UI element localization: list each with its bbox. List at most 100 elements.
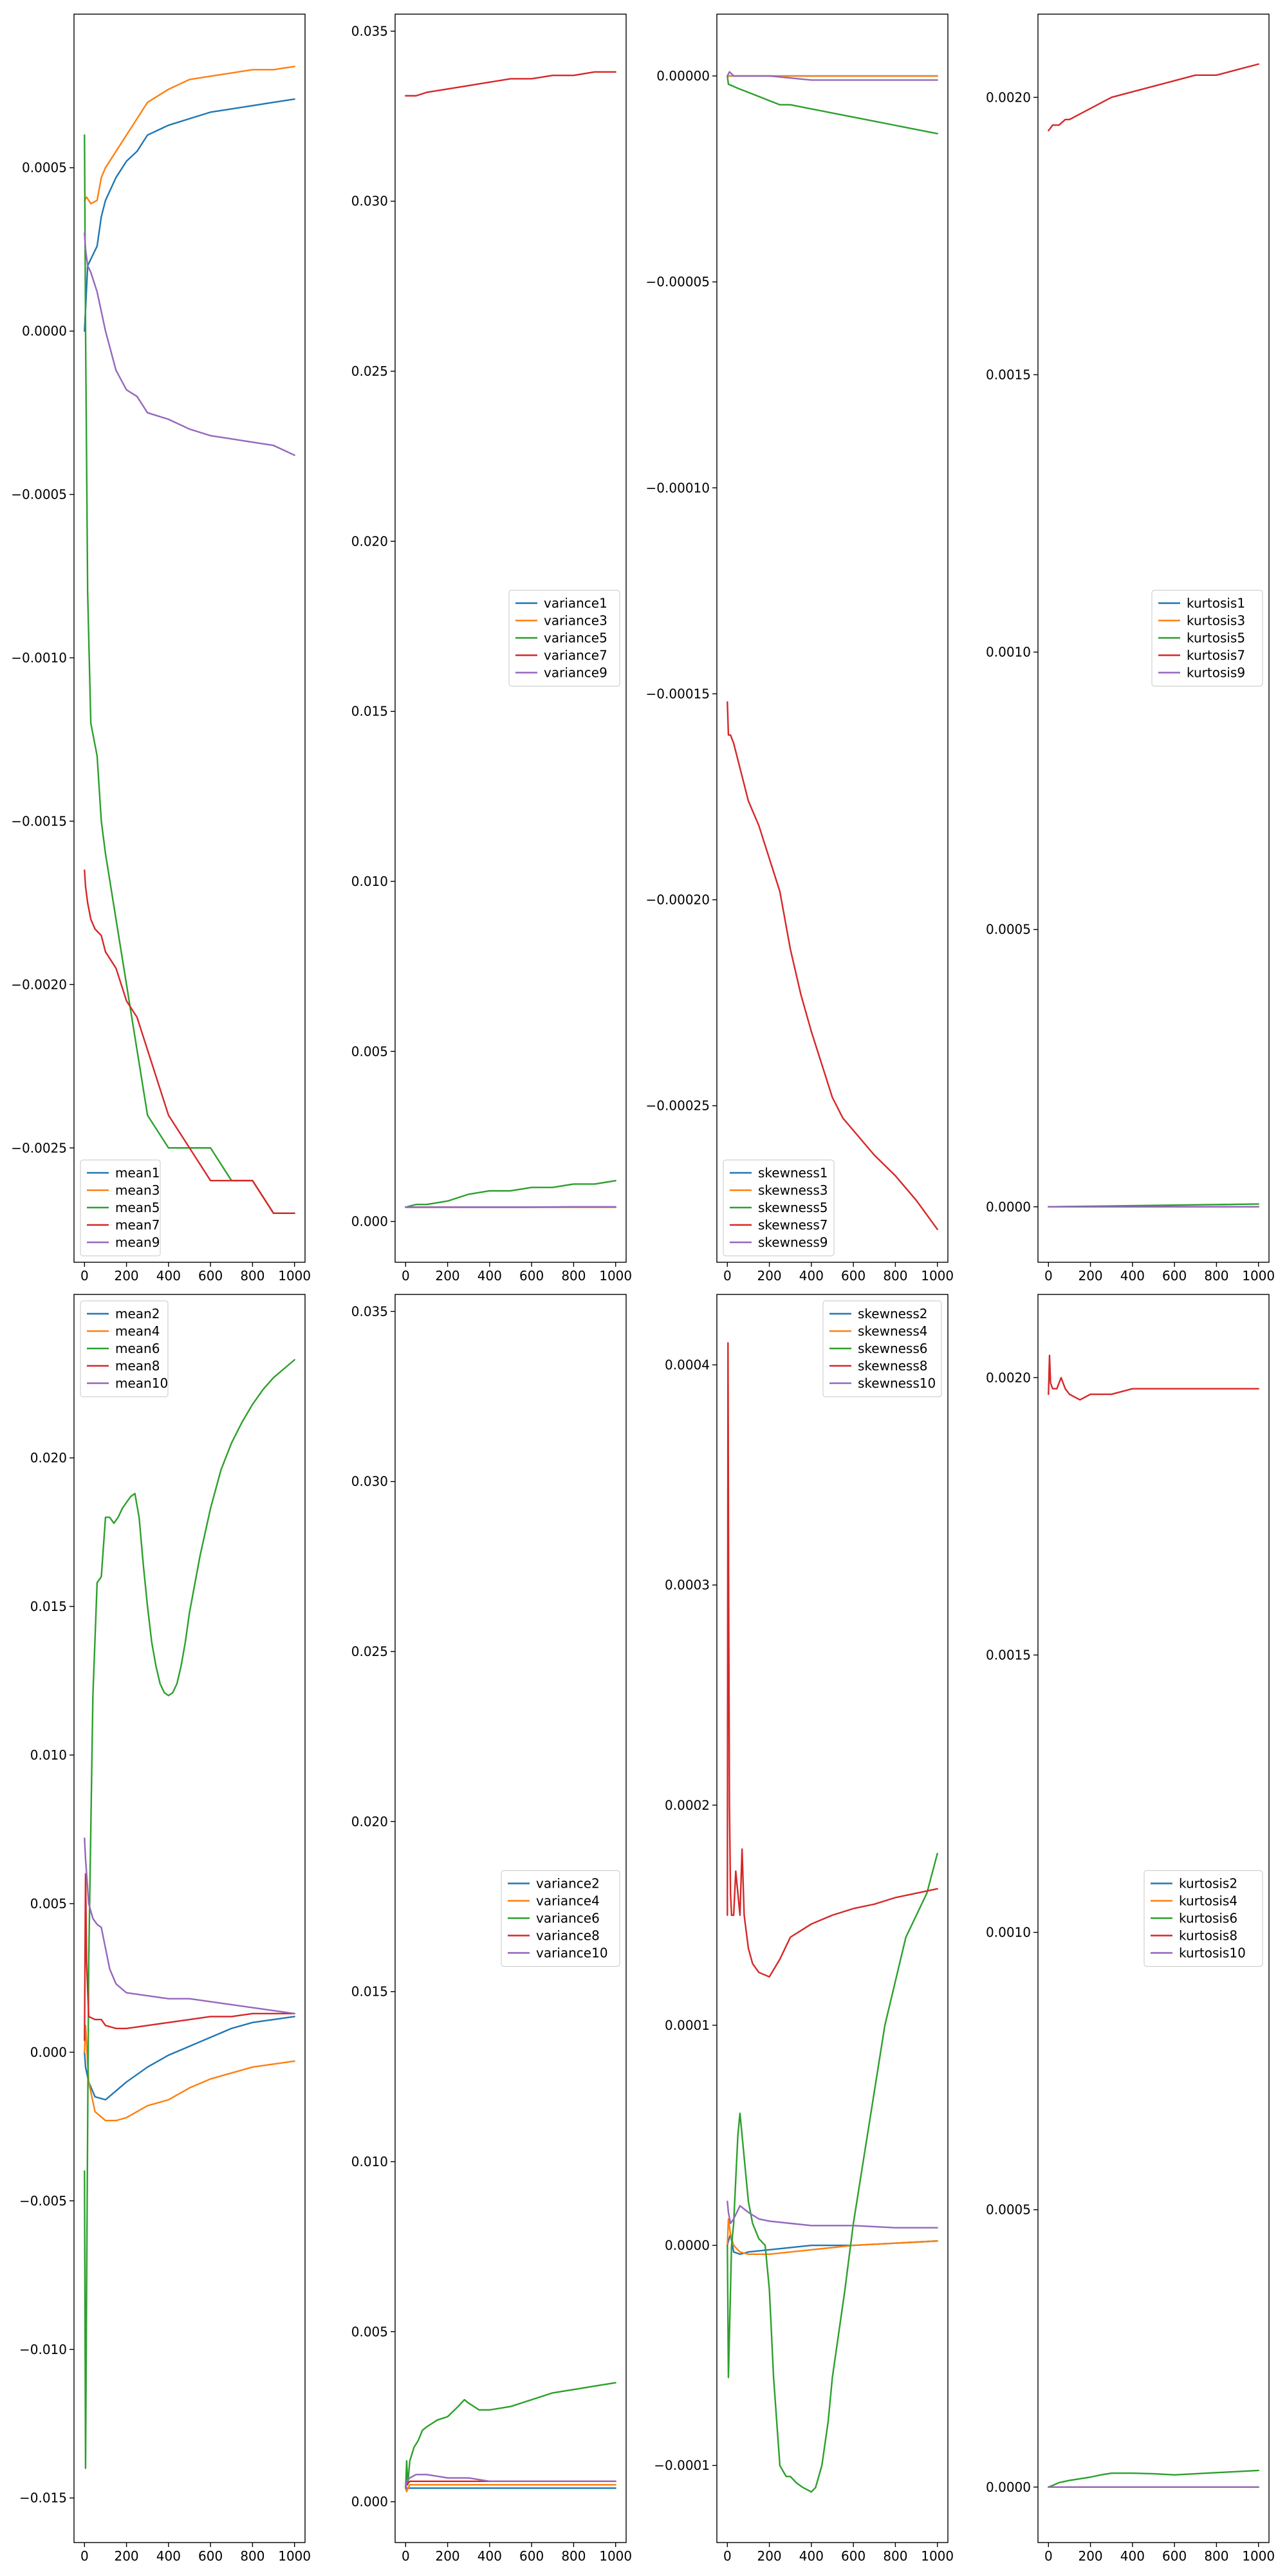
legend-label-kurtosis10: kurtosis10 [1179, 1946, 1246, 1961]
y-tick-label: −0.00020 [646, 892, 710, 908]
x-tick-label: 800 [883, 2548, 907, 2564]
axes-frame [716, 1294, 949, 2543]
legend-label-mean6: mean6 [115, 1341, 160, 1356]
x-tick-label: 200 [435, 1268, 459, 1283]
x-tick-label: 400 [799, 2548, 824, 2564]
legend-label-variance5: variance5 [544, 630, 607, 646]
subplot-8: 0 200 400 600 800 1000 0.0000 0.0005 0.0010 0.001… [986, 1294, 1275, 2564]
legend-label-mean7: mean7 [115, 1217, 160, 1233]
series-line-variance6 [405, 2382, 616, 2489]
legend-label-mean1: mean1 [115, 1165, 160, 1181]
y-tick-label: −0.0020 [11, 977, 67, 992]
legend-label-kurtosis4: kurtosis4 [1179, 1893, 1237, 1909]
x-tick-label: 600 [1162, 1268, 1187, 1283]
x-tick-label: 1000 [278, 1268, 311, 1283]
subplot-5: 0 200 400 600 800 1000 −0.015 −0.010 −0.005 0.000… [19, 1294, 311, 2564]
y-tick-label: 0.0010 [986, 1925, 1031, 1940]
x-tick-label: 1000 [599, 1268, 632, 1283]
legend-label-mean8: mean8 [115, 1358, 160, 1374]
series-line-mean1 [84, 98, 295, 332]
y-tick-label: 0.0002 [665, 1798, 710, 1813]
y-tick-label: 0.0000 [665, 2238, 710, 2253]
legend-label-variance2: variance2 [536, 1876, 600, 1891]
y-tick-label: −0.0001 [654, 2458, 710, 2473]
x-tick-label: 200 [114, 2548, 138, 2564]
x-tick-label: 0 [723, 1268, 732, 1283]
axes-frame [394, 1294, 627, 2543]
legend-frame [723, 1159, 835, 1256]
y-tick-label: 0.035 [351, 23, 388, 39]
y-tick-label: −0.00010 [646, 480, 710, 495]
legend-label-skewness9: skewness9 [758, 1235, 828, 1250]
x-tick-label: 400 [156, 1268, 181, 1283]
legend-label-kurtosis1: kurtosis1 [1187, 596, 1245, 611]
y-tick-label: −0.00015 [646, 686, 710, 701]
subplot-4: 0 200 400 600 800 1000 0.0000 0.0005 0.0010 0.001… [986, 14, 1275, 1283]
x-tick-label: 0 [723, 2548, 732, 2564]
series-group [405, 71, 616, 1208]
y-tick-label: 0.0001 [665, 2018, 710, 2033]
y-tick-label: 0.030 [351, 1474, 388, 1489]
legend-label-kurtosis9: kurtosis9 [1187, 665, 1245, 681]
legend-label-variance3: variance3 [544, 613, 607, 629]
y-tick-label: −0.0015 [11, 813, 67, 829]
x-tick-label: 800 [561, 2548, 586, 2564]
x-tick-label: 400 [799, 1268, 824, 1283]
y-tick-label: −0.015 [19, 2490, 67, 2506]
axes-frame [1037, 14, 1270, 1263]
legend: variance2 variance4 variance6 variance8 vari… [501, 1870, 620, 1967]
legend-frame [1143, 1870, 1263, 1967]
y-tick-label: 0.0000 [986, 2479, 1031, 2495]
series-line-variance5 [405, 1179, 616, 1208]
series-line-mean7 [84, 869, 295, 1215]
subplot-7: 0 200 400 600 800 1000 −0.0001 0.0000 0.0001 0.00… [654, 1294, 954, 2564]
y-tick-label: 0.000 [351, 2494, 388, 2510]
y-tick-label: 0.005 [30, 1896, 67, 1911]
legend-label-mean4: mean4 [115, 1323, 160, 1339]
x-tick-label: 200 [435, 2548, 459, 2564]
y-tick-label: 0.0015 [986, 1647, 1031, 1662]
y-tick-label: 0.0020 [986, 89, 1031, 105]
subplot-6: 0 200 400 600 800 1000 0.000 0.005 0.010 0.015 0.0… [351, 1294, 632, 2564]
legend-label-variance6: variance6 [536, 1911, 600, 1926]
x-tick-label: 0 [80, 2548, 89, 2564]
series-group [727, 71, 938, 1230]
x-tick-label: 600 [1162, 2548, 1187, 2564]
y-tick-label: 0.035 [351, 1303, 388, 1319]
x-tick-label: 800 [1204, 1268, 1228, 1283]
y-tick-label: 0.0005 [986, 2202, 1031, 2218]
legend-frame [822, 1300, 942, 1397]
legend-label-skewness6: skewness6 [858, 1341, 928, 1356]
x-tick-label: 0 [402, 1268, 410, 1283]
subplot-1: 0 200 400 600 800 1000 −0.0025 −0.0020 −0.0015 −0… [11, 14, 311, 1283]
y-tick-label: −0.0010 [11, 650, 67, 665]
series-line-mean5 [84, 134, 295, 1215]
legend-frame [508, 589, 620, 687]
x-tick-label: 600 [841, 1268, 866, 1283]
legend-label-kurtosis7: kurtosis7 [1187, 648, 1245, 663]
legend-label-skewness4: skewness4 [858, 1323, 928, 1339]
legend-label-mean9: mean9 [115, 1235, 160, 1250]
y-tick-label: 0.0005 [986, 922, 1031, 937]
y-tick-label: 0.0004 [665, 1357, 710, 1372]
y-tick-label: 0.0000 [22, 324, 67, 339]
x-tick-label: 1000 [1242, 2548, 1275, 2564]
y-tick-label: 0.0000 [986, 1199, 1031, 1215]
axes-frame [73, 14, 306, 1263]
series-line-kurtosis7 [1048, 63, 1259, 132]
x-tick-label: 200 [757, 1268, 781, 1283]
y-tick-label: −0.0025 [11, 1140, 67, 1155]
series-group [405, 2382, 616, 2492]
legend-label-skewness8: skewness8 [858, 1358, 928, 1374]
x-tick-label: 1000 [921, 1268, 954, 1283]
legend-label-variance8: variance8 [536, 1928, 600, 1944]
y-tick-label: 0.015 [351, 704, 388, 719]
legend: skewness2 skewness4 skewness6 skewness8skew… [822, 1300, 942, 1397]
x-tick-label: 400 [477, 1268, 502, 1283]
series-group [727, 1342, 938, 2493]
